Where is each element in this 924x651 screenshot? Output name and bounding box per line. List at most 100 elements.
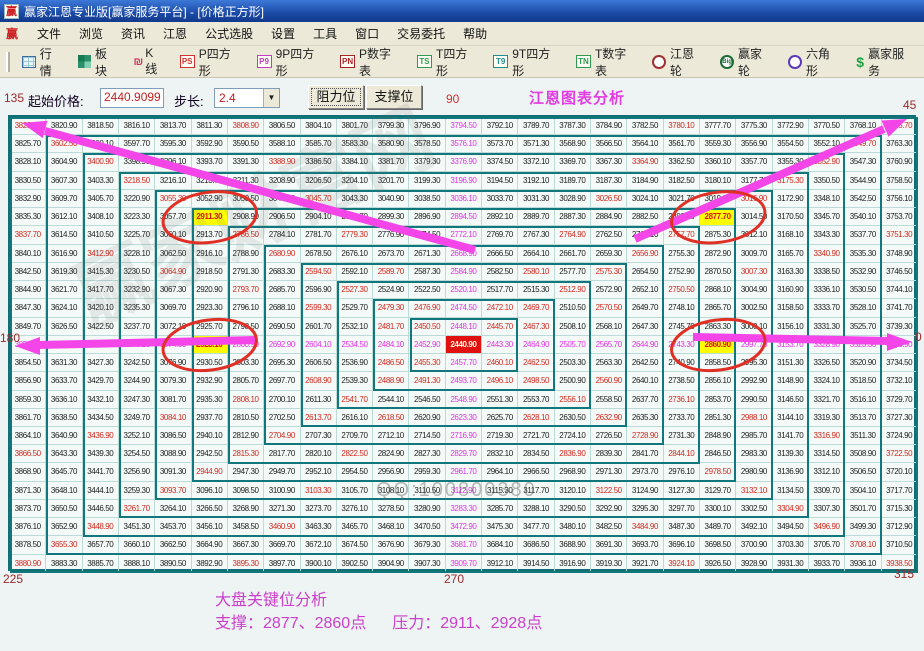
support-button[interactable]: 支撑位 xyxy=(366,85,422,109)
price-cell: 2673.70 xyxy=(373,244,410,263)
menu-item-文件[interactable]: 文件 xyxy=(37,27,62,41)
price-cell: 3523.30 xyxy=(845,335,882,355)
menu-item-浏览[interactable]: 浏览 xyxy=(79,27,104,41)
price-cell: 3892.90 xyxy=(191,554,228,573)
price-cell: 3244.90 xyxy=(118,372,156,391)
step-select[interactable]: 2.4 ▼ xyxy=(214,88,280,108)
menu-item-帮助[interactable]: 帮助 xyxy=(463,27,488,41)
price-cell: 3556.90 xyxy=(736,135,773,154)
toolbar-button-9P四方形[interactable]: P9 9P四方形 xyxy=(251,41,331,83)
price-cell: 2865.70 xyxy=(699,299,737,318)
price-cell: 3650.50 xyxy=(46,499,83,519)
price-cell: 2635.30 xyxy=(627,408,664,427)
price-cell: 3271.30 xyxy=(264,499,301,519)
price-cell: 3381.70 xyxy=(373,153,410,172)
toolbar-button-行情[interactable]: 行情 xyxy=(16,41,69,83)
toolbar-button-label: 9P四方形 xyxy=(275,46,315,78)
toolbar-button-K线[interactable]: ₪ K线 xyxy=(128,42,171,81)
menu-item-江恩[interactable]: 江恩 xyxy=(163,27,188,41)
price-cell: 2772.10 xyxy=(445,226,483,245)
price-cell: 3907.30 xyxy=(409,554,446,573)
price-cell: 2587.30 xyxy=(409,262,446,282)
price-cell: 2808.10 xyxy=(227,390,265,409)
price-cell: 3477.70 xyxy=(518,518,555,537)
price-cell: 3542.50 xyxy=(845,189,882,209)
price-cell: 3554.50 xyxy=(772,135,809,154)
price-cell: 2920.90 xyxy=(191,281,228,300)
price-cell: 3028.90 xyxy=(554,189,591,209)
price-cell: 3518.50 xyxy=(845,372,882,391)
price-cell: 2508.10 xyxy=(554,317,591,336)
angle-label-0: 0 xyxy=(915,330,922,344)
price-cell: 2872.90 xyxy=(699,244,737,263)
price-cell: 3770.50 xyxy=(808,117,846,136)
price-cell: 3931.30 xyxy=(772,554,809,573)
price-cell: 2628.10 xyxy=(518,408,555,427)
price-cell: 2457.70 xyxy=(445,354,483,373)
toolbar-button-P数字表[interactable]: PN P数字表 xyxy=(334,41,408,83)
price-cell: 2901.70 xyxy=(336,208,374,227)
menu-item-设置[interactable]: 设置 xyxy=(271,27,296,41)
price-cell: 3384.10 xyxy=(336,153,374,172)
price-cell: 3254.50 xyxy=(118,445,156,464)
price-cell: 2980.90 xyxy=(736,463,773,482)
price-cell: 3916.90 xyxy=(554,554,591,573)
price-cell: 3811.30 xyxy=(191,117,228,136)
toolbar-button-9T四方形[interactable]: T9 9T四方形 xyxy=(487,41,567,83)
price-cell: 3019.30 xyxy=(699,189,737,209)
price-cell: 2704.90 xyxy=(264,426,301,446)
price-cell: 3880.90 xyxy=(10,554,47,573)
toolbar-button-label: 六角形 xyxy=(806,46,831,78)
angle-label-135: 135 xyxy=(4,91,25,105)
menu-item-交易委托[interactable]: 交易委托 xyxy=(397,27,446,41)
price-cell: 2702.50 xyxy=(264,408,301,427)
price-cell: 3060.10 xyxy=(155,226,192,245)
price-cell: 3549.70 xyxy=(845,135,882,154)
resistance-button[interactable]: 阻力位 xyxy=(308,85,364,109)
price-cell: 3002.50 xyxy=(736,299,773,318)
price-cell: 3326.50 xyxy=(808,354,846,373)
menu-item-资讯[interactable]: 资讯 xyxy=(121,27,146,41)
price-cell: 2731.30 xyxy=(663,426,700,446)
toolbar-button-P四方形[interactable]: PS P四方形 xyxy=(174,41,248,83)
price-cell: 2474.50 xyxy=(445,299,483,318)
price-cell: 3040.90 xyxy=(373,189,410,209)
price-cell: 3715.30 xyxy=(881,499,918,519)
price-cell: 3919.30 xyxy=(591,554,628,573)
price-cell: 2491.30 xyxy=(409,372,446,391)
price-cell: 3936.10 xyxy=(845,554,882,573)
start-price-input[interactable]: 2440.9099 xyxy=(100,88,164,108)
price-cell: 2880.10 xyxy=(663,208,700,227)
price-cell: 2616.10 xyxy=(336,408,374,427)
price-cell: 3698.50 xyxy=(699,536,737,555)
price-cell: 2788.90 xyxy=(227,244,265,263)
chevron-down-icon[interactable]: ▼ xyxy=(263,89,279,107)
price-cell: 3926.50 xyxy=(699,554,737,573)
price-cell: 3585.70 xyxy=(300,135,337,154)
toolbar-button-板块[interactable]: 板块 xyxy=(72,41,124,83)
price-cell: 3259.30 xyxy=(118,481,156,500)
price-cell: 2515.30 xyxy=(518,281,555,300)
menu-item-工具[interactable]: 工具 xyxy=(313,27,338,41)
price-cell: 3348.10 xyxy=(808,189,846,209)
toolbar-button-T数字表[interactable]: TN T数字表 xyxy=(570,41,643,83)
price-cell: 3204.10 xyxy=(336,171,374,190)
toolbar-button-label: T四方形 xyxy=(435,46,468,78)
toolbar-button-江恩轮[interactable]: 江恩轮 xyxy=(646,41,711,83)
price-cell: 2997.70 xyxy=(736,335,773,355)
menu-item-公式选股[interactable]: 公式选股 xyxy=(205,27,254,41)
menu-item-窗口[interactable]: 窗口 xyxy=(355,27,380,41)
toolbar-button-T四方形[interactable]: TS T四方形 xyxy=(411,41,484,83)
toolbar-button-六角形[interactable]: 六角形 xyxy=(782,41,847,83)
price-cell: 3391.30 xyxy=(227,153,265,172)
price-cell: 3093.70 xyxy=(155,481,192,500)
toolbar-button-赢家服务[interactable]: $ 赢家服务 xyxy=(850,41,921,83)
toolbar-grip[interactable] xyxy=(6,51,10,72)
price-cell: 3849.70 xyxy=(10,317,47,336)
price-cell: 2510.50 xyxy=(554,299,591,318)
price-cell: 2568.10 xyxy=(591,317,628,336)
angle-label-225: 225 xyxy=(3,572,24,586)
toolbar-button-赢家轮[interactable]: Big 赢家轮 xyxy=(714,41,779,83)
price-cell: 2488.90 xyxy=(373,372,410,391)
price-cell: 3607.30 xyxy=(46,171,83,190)
